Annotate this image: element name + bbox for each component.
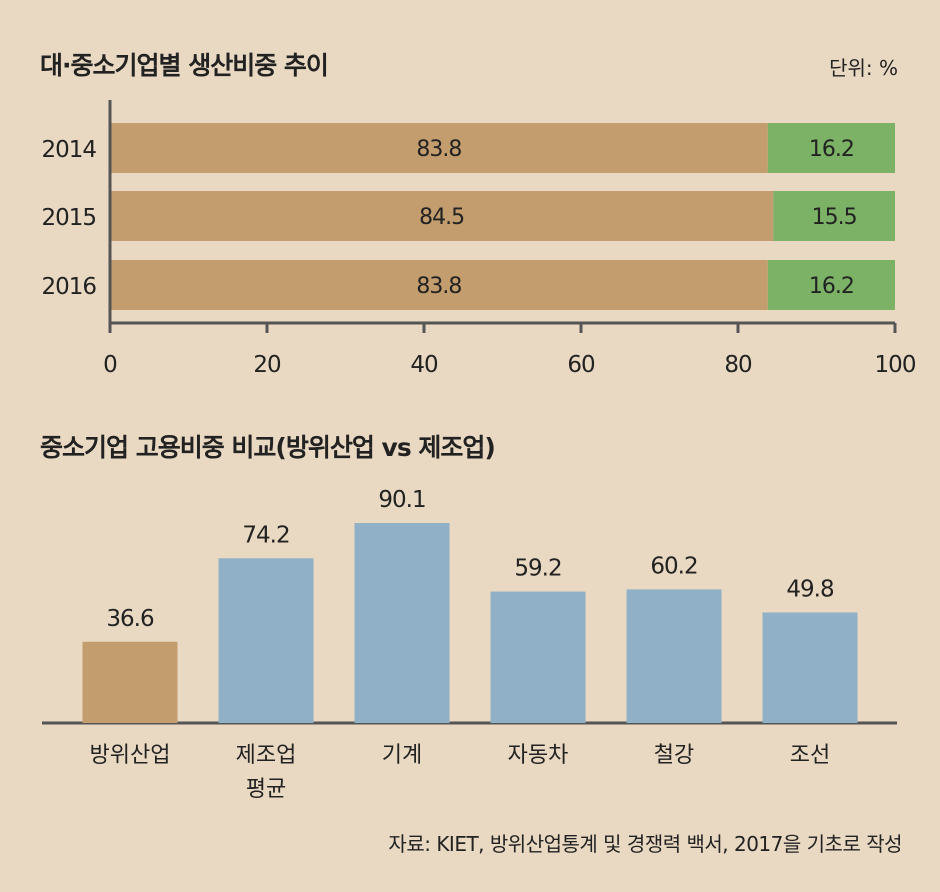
x-tick-label-60: 60 xyxy=(567,352,595,378)
data-label-large-enterprise-2016: 83.8 xyxy=(416,274,461,299)
bar-large-enterprise-2016 xyxy=(110,260,768,310)
bar-기계 xyxy=(354,523,450,723)
data-label-방위산업: 36.6 xyxy=(106,606,154,632)
data-label-sme-2014: 16.2 xyxy=(809,137,854,162)
bar-제조업-평균 xyxy=(218,558,314,723)
x-category-label-기계: 기계 xyxy=(382,743,422,768)
data-label-sme-2015: 15.5 xyxy=(812,205,857,230)
y-tick-label-2014: 2014 xyxy=(41,137,96,163)
bar-방위산업 xyxy=(82,641,178,723)
bar-sme-2015 xyxy=(773,191,895,241)
data-label-자동차: 59.2 xyxy=(514,556,561,582)
data-label-제조업-평균: 74.2 xyxy=(242,522,289,548)
bar-철강 xyxy=(626,589,722,723)
data-label-sme-2016: 16.2 xyxy=(809,274,854,299)
bar-조선 xyxy=(762,612,858,723)
top-chart-title: 대·중소기업별 생산비중 추이 xyxy=(40,51,329,80)
y-tick-label-2016: 2016 xyxy=(41,274,96,300)
y-tick-label-2015: 2015 xyxy=(41,205,96,231)
data-label-large-enterprise-2014: 83.8 xyxy=(416,137,461,162)
x-tick-label-40: 40 xyxy=(410,352,438,378)
data-label-기계: 90.1 xyxy=(378,487,425,513)
x-category-label-제조업-평균-line2: 평균 xyxy=(246,777,286,802)
x-category-label-방위산업: 방위산업 xyxy=(90,743,171,768)
x-tick-label-20: 20 xyxy=(253,352,281,378)
x-category-label-조선: 조선 xyxy=(790,743,830,768)
bar-sme-2014 xyxy=(767,123,895,173)
unit-label: 단위: % xyxy=(829,56,898,80)
bar-sme-2016 xyxy=(767,260,895,310)
data-label-철강: 60.2 xyxy=(650,553,697,579)
bar-large-enterprise-2014 xyxy=(110,123,768,173)
x-category-label-제조업-평균: 제조업 xyxy=(236,743,297,768)
x-tick-label-80: 80 xyxy=(724,352,752,378)
bar-자동차 xyxy=(490,591,586,723)
x-category-label-철강: 철강 xyxy=(654,743,694,768)
x-tick-label-100: 100 xyxy=(875,352,916,378)
bottom-chart-title: 중소기업 고용비중 비교(방위산업 vs 제조업) xyxy=(40,433,496,462)
source-note: 자료: KIET, 방위산업통계 및 경쟁력 백서, 2017을 기초로 작성 xyxy=(388,832,902,856)
x-tick-label-0: 0 xyxy=(103,352,117,378)
x-category-label-자동차: 자동차 xyxy=(508,743,569,768)
data-label-조선: 49.8 xyxy=(786,576,834,602)
data-label-large-enterprise-2015: 84.5 xyxy=(419,205,464,230)
bar-large-enterprise-2015 xyxy=(110,191,774,241)
